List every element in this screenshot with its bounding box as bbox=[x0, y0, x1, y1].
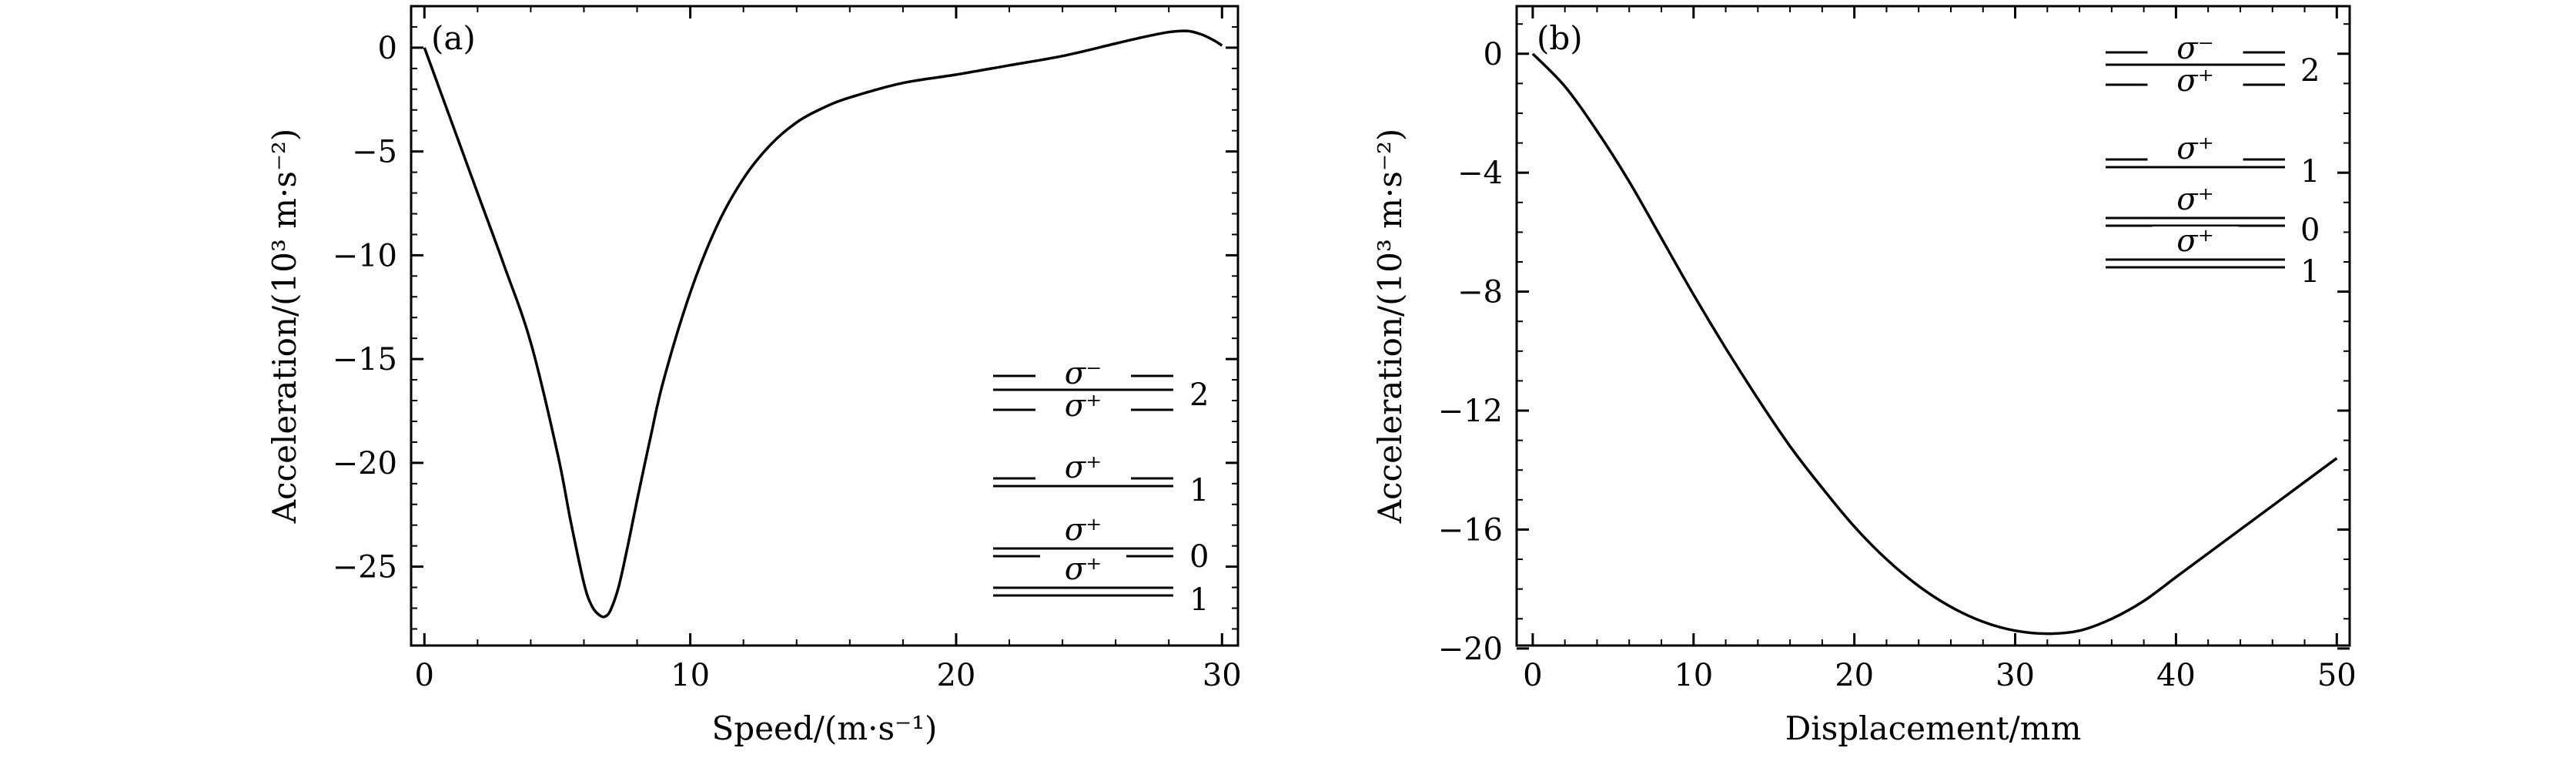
legend-upper-label: σ⁺ bbox=[2176, 223, 2213, 259]
y-tick-label: −10 bbox=[333, 238, 397, 273]
legend-upper-label: σ⁺ bbox=[1065, 512, 1102, 548]
x-tick-label: 40 bbox=[2156, 658, 2196, 693]
legend-value: 1 bbox=[1189, 473, 1209, 508]
legend-value: 1 bbox=[1189, 582, 1209, 618]
y-tick-label: −20 bbox=[1438, 632, 1503, 667]
y-tick-label: −15 bbox=[333, 342, 397, 377]
legend-upper-label: σ⁻ bbox=[2176, 31, 2213, 66]
legend-upper-label: σ⁺ bbox=[1065, 552, 1102, 587]
legend-upper-label: σ⁻ bbox=[1065, 356, 1102, 391]
legend-value: 0 bbox=[2300, 213, 2320, 248]
panel-b: 0 10 20 30 40 500−4−8−12−16−20Displacement/mm… bbox=[1371, 5, 2357, 747]
legend-label-mask bbox=[1040, 555, 1126, 584]
y-tick-label: −5 bbox=[352, 135, 397, 170]
x-axis-label: Displacement/mm bbox=[1785, 709, 2082, 747]
legend-value: 0 bbox=[1189, 539, 1209, 575]
y-tick-label: −25 bbox=[333, 550, 397, 585]
x-tick-label: 30 bbox=[1203, 658, 1242, 693]
legend-label-mask bbox=[1040, 515, 1126, 545]
legend-value: 2 bbox=[1189, 377, 1209, 413]
y-tick-label: −16 bbox=[1438, 512, 1503, 548]
legend-value: 1 bbox=[2300, 254, 2320, 290]
y-axis-label: Acceleration/(10³ m·s⁻²) bbox=[1371, 129, 1409, 525]
x-tick-label: 10 bbox=[1674, 658, 1713, 693]
legend-value: 2 bbox=[2300, 53, 2320, 89]
y-tick-label: −20 bbox=[333, 446, 397, 481]
x-tick-label: 50 bbox=[2317, 658, 2357, 693]
legend: σ⁻σ⁺ 2σ⁺1σ⁺0σ⁺1 bbox=[2106, 31, 2320, 290]
panel-a: 0 10 20 300−5−10−15−20−25Speed/(m·s⁻¹)Accel… bbox=[266, 5, 1242, 747]
panel-label: (b) bbox=[1537, 19, 1583, 57]
y-tick-label: −4 bbox=[1457, 156, 1503, 191]
series-line-0 bbox=[423, 29, 1223, 619]
panel-label: (a) bbox=[431, 19, 476, 57]
x-tick-label: 20 bbox=[1835, 658, 1874, 693]
y-axis-label: Acceleration/(10³ m·s⁻²) bbox=[266, 129, 303, 525]
y-tick-label: 0 bbox=[378, 31, 397, 66]
legend-upper-label: σ⁺ bbox=[1065, 450, 1102, 485]
x-tick-label: 30 bbox=[1996, 658, 2035, 693]
legend-value: 1 bbox=[2300, 154, 2320, 190]
legend-upper-label: σ⁺ bbox=[2176, 182, 2213, 217]
x-axis-label: Speed/(m·s⁻¹) bbox=[712, 709, 938, 747]
x-tick-label: 0 bbox=[415, 658, 434, 693]
plot-frame bbox=[1515, 5, 2351, 647]
y-tick-label: −8 bbox=[1457, 275, 1503, 310]
legend: σ⁻σ⁺ 2σ⁺1σ⁺0σ⁺1 bbox=[993, 356, 1209, 618]
legend-lower-label: σ⁺ bbox=[2176, 63, 2213, 99]
legend-upper-label: σ⁺ bbox=[2176, 131, 2213, 166]
legend-label-mask bbox=[2152, 185, 2239, 214]
legend-lower-label: σ⁺ bbox=[1065, 388, 1102, 424]
x-tick-label: 0 bbox=[1523, 658, 1542, 693]
legend-label-mask bbox=[2152, 226, 2239, 256]
plot-frame bbox=[410, 5, 1239, 647]
x-tick-label: 20 bbox=[936, 658, 975, 693]
x-tick-label: 10 bbox=[671, 658, 710, 693]
y-tick-label: 0 bbox=[1484, 37, 1503, 72]
y-tick-label: −12 bbox=[1438, 394, 1503, 429]
series-line-0 bbox=[1531, 52, 2338, 636]
